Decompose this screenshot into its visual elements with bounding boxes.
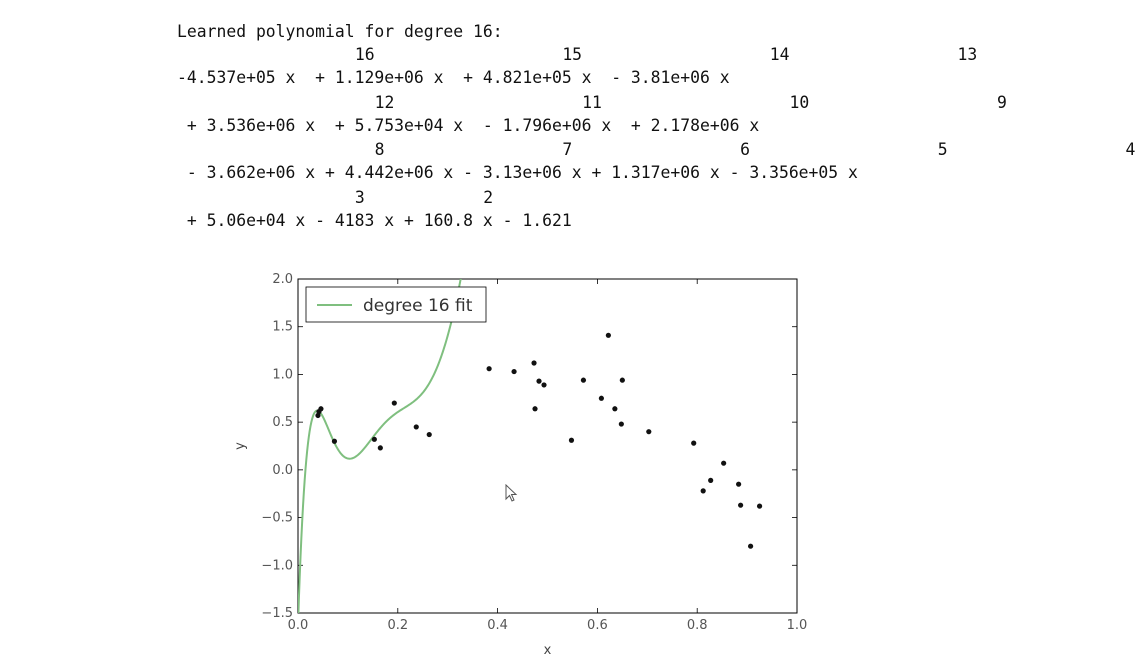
data-point <box>426 431 432 438</box>
data-point <box>708 477 714 483</box>
fit-plot: 0.0 0.2 0.4 0.6 0.8 1.0 2.0 1.5 1.0 0.5 0.0 −0.5 −1… <box>233 272 808 658</box>
y-tick-labels: 2.0 1.5 1.0 0.5 0.0 −0.5 −1.0 −1.5 <box>261 272 293 621</box>
degree-16-fit-line <box>298 279 462 613</box>
y-tick-label: 0.5 <box>272 415 293 430</box>
data-point <box>756 503 763 509</box>
y-tick-label: 2.0 <box>272 272 293 287</box>
data-point <box>700 488 706 494</box>
y-tick-label: 1.0 <box>272 367 293 382</box>
exponent-label: 3 <box>354 187 365 207</box>
data-point <box>377 445 383 451</box>
polynomial-terms-line: -4.537e+05 x + 1.129e+06 x + 4.821e+05 x… <box>177 68 730 87</box>
exponent-label: 5 <box>937 140 948 159</box>
x-tick-label: 1.0 <box>787 618 808 633</box>
data-point <box>413 424 419 430</box>
exponent-label: 10 <box>789 92 810 112</box>
polynomial-terms-line: + 5.06e+04 x - 4183 x + 160.8 x - 1.621 <box>177 210 572 230</box>
exponent-label: 12 <box>374 92 395 112</box>
data-point <box>486 366 492 372</box>
data-point <box>736 481 742 487</box>
data-point <box>536 378 542 384</box>
exponent-label: 16 <box>354 45 375 64</box>
data-point <box>531 360 537 366</box>
x-tick-label: 0.0 <box>288 618 309 633</box>
data-point <box>612 406 618 412</box>
mouse-cursor-icon <box>505 484 518 502</box>
data-point <box>646 429 652 435</box>
exponent-label: 6 <box>740 140 751 159</box>
data-point <box>331 438 338 444</box>
exponent-label: 4 <box>1125 140 1136 159</box>
data-point <box>691 440 697 446</box>
data-point <box>318 406 324 412</box>
y-tick-label: 1.5 <box>272 320 293 335</box>
x-tick-label: 0.4 <box>487 618 508 633</box>
x-tick-label: 0.8 <box>687 618 708 633</box>
polynomial-terms-line: + 3.536e+06 x + 5.753e+04 x - 1.796e+06 … <box>177 115 760 135</box>
y-axis-label: y <box>233 442 248 450</box>
y-tick-label: −0.5 <box>261 511 293 526</box>
exponent-label: 13 <box>957 45 978 64</box>
data-points <box>315 332 763 549</box>
exponent-label: 8 <box>374 140 385 159</box>
exponent-label: 9 <box>997 92 1007 112</box>
exponent-label: 2 <box>483 187 494 207</box>
data-point <box>618 421 624 427</box>
data-point <box>511 368 517 375</box>
data-point <box>371 436 377 442</box>
data-point <box>568 437 575 443</box>
data-point <box>532 406 538 412</box>
x-axis-label: x <box>544 643 552 658</box>
exponent-label: 14 <box>769 45 790 64</box>
exponent-label: 7 <box>562 140 573 159</box>
data-point <box>605 332 611 338</box>
polynomial-terms-line: - 3.662e+06 x + 4.442e+06 x - 3.13e+06 x… <box>177 163 858 182</box>
legend-label: degree 16 fit <box>363 296 473 316</box>
legend: degree 16 fit <box>305 286 487 323</box>
axes-frame <box>297 278 798 614</box>
exponent-label: 11 <box>582 92 602 112</box>
data-point <box>541 382 547 388</box>
exponent-label: 15 <box>562 45 583 64</box>
data-point <box>747 543 754 549</box>
axis-ticks <box>297 278 798 614</box>
data-point <box>598 395 604 401</box>
output-title: Learned polynomial for degree 16: <box>177 22 503 41</box>
y-tick-label: −1.5 <box>261 606 293 621</box>
data-point <box>738 502 744 508</box>
y-tick-label: −1.0 <box>261 558 293 573</box>
y-tick-label: 0.0 <box>272 463 293 478</box>
data-point <box>619 377 625 383</box>
data-point <box>721 460 727 466</box>
x-tick-label: 0.2 <box>387 618 408 633</box>
x-tick-labels: 0.0 0.2 0.4 0.6 0.8 1.0 <box>288 618 808 633</box>
data-point <box>391 400 397 406</box>
x-tick-label: 0.6 <box>587 618 608 633</box>
data-point <box>580 377 587 383</box>
